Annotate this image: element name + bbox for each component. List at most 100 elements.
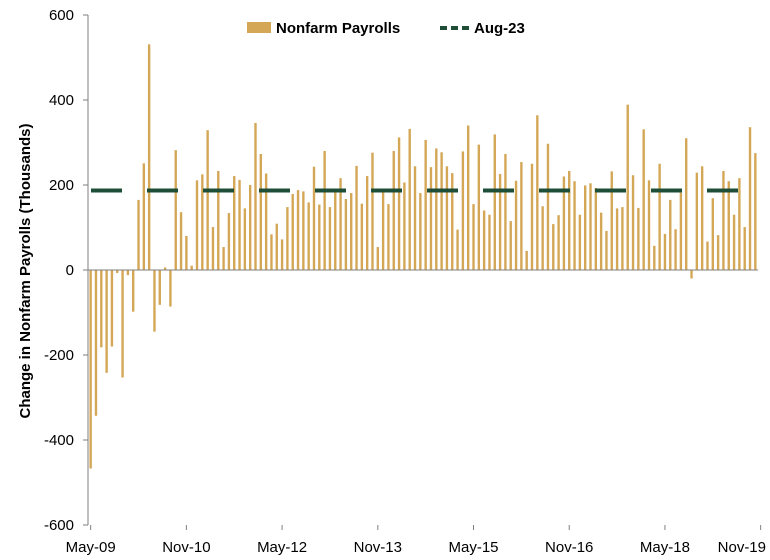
bar — [488, 214, 491, 270]
bar — [360, 203, 364, 270]
bar — [174, 150, 177, 270]
bar — [663, 233, 667, 271]
bar — [599, 212, 603, 271]
bar — [179, 212, 183, 270]
bar — [727, 181, 730, 270]
bar — [690, 270, 693, 279]
bar — [270, 234, 273, 270]
bar — [615, 208, 619, 271]
bar — [318, 204, 321, 270]
bar — [132, 270, 135, 312]
bar — [743, 227, 746, 270]
bar — [323, 151, 326, 270]
bar — [312, 166, 316, 270]
bar — [562, 176, 566, 270]
bar — [185, 236, 188, 270]
bar — [722, 170, 725, 270]
legend-swatch-nonfarm-payrolls — [247, 22, 271, 33]
bar — [206, 130, 209, 270]
bar — [158, 270, 161, 305]
bar — [578, 214, 582, 270]
bar — [302, 191, 305, 271]
bar — [110, 270, 114, 347]
axes-group — [87, 15, 758, 525]
bar — [233, 176, 236, 270]
bar — [334, 188, 337, 270]
y-tick-label: 600 — [49, 7, 74, 24]
bar — [413, 166, 417, 270]
bar — [748, 127, 752, 270]
bar — [631, 175, 635, 270]
bar — [137, 199, 140, 271]
bar — [408, 128, 411, 270]
bar — [594, 187, 598, 270]
y-tick-label: -400 — [44, 432, 74, 449]
bar — [754, 153, 757, 271]
bar — [248, 185, 252, 270]
bar — [376, 247, 379, 270]
bar — [674, 229, 677, 270]
x-tick-label: May-09 — [66, 539, 116, 556]
bar — [621, 207, 624, 270]
bar — [520, 162, 523, 270]
bar — [211, 227, 215, 270]
bar — [504, 153, 507, 270]
y-tick-label: 400 — [49, 92, 74, 109]
bar — [238, 179, 241, 270]
bar — [530, 163, 534, 270]
bar — [467, 125, 470, 270]
bar — [477, 144, 481, 271]
y-tick-label: 200 — [49, 177, 74, 194]
bar — [546, 143, 550, 270]
bar — [392, 151, 395, 270]
bar — [355, 165, 358, 271]
bar — [472, 204, 475, 271]
x-tick-label: May-18 — [640, 539, 690, 556]
bar — [169, 270, 172, 307]
bar — [254, 122, 257, 270]
bar — [573, 181, 576, 270]
bar — [679, 192, 683, 270]
bar — [243, 208, 247, 271]
bar — [700, 166, 704, 270]
bar — [381, 190, 385, 270]
bar — [541, 206, 544, 270]
bar — [658, 163, 661, 270]
bar — [610, 171, 613, 270]
legend: Nonfarm Payrolls Aug-23 — [247, 20, 525, 37]
bar — [626, 104, 629, 270]
bar — [280, 239, 284, 270]
bar — [440, 152, 443, 270]
bar — [403, 182, 406, 270]
bar — [142, 163, 146, 270]
y-tick-label: -600 — [44, 517, 74, 534]
bar — [259, 153, 263, 270]
x-tick-label: Nov-16 — [545, 539, 593, 556]
y-axis-title: Change in Nonfarm Payrolls (Thousands) — [17, 123, 34, 418]
bar — [222, 247, 225, 270]
bar — [339, 178, 342, 270]
bar — [711, 198, 714, 270]
bar — [642, 129, 645, 270]
bar — [451, 173, 454, 270]
bar — [445, 166, 449, 270]
bar — [419, 193, 422, 270]
bar — [296, 190, 300, 270]
bar — [291, 193, 294, 270]
bar — [435, 148, 438, 270]
bar — [685, 138, 688, 270]
bar — [669, 199, 672, 271]
bar — [344, 199, 348, 270]
bar — [397, 137, 401, 270]
bar — [525, 250, 528, 271]
x-tick-label: Nov-13 — [354, 539, 402, 556]
bar — [365, 176, 369, 270]
bars-group — [89, 44, 757, 469]
bar — [307, 202, 310, 270]
bar — [732, 214, 736, 270]
bar — [509, 221, 512, 271]
bar — [195, 180, 199, 270]
bar — [456, 229, 459, 271]
bar — [328, 207, 332, 270]
